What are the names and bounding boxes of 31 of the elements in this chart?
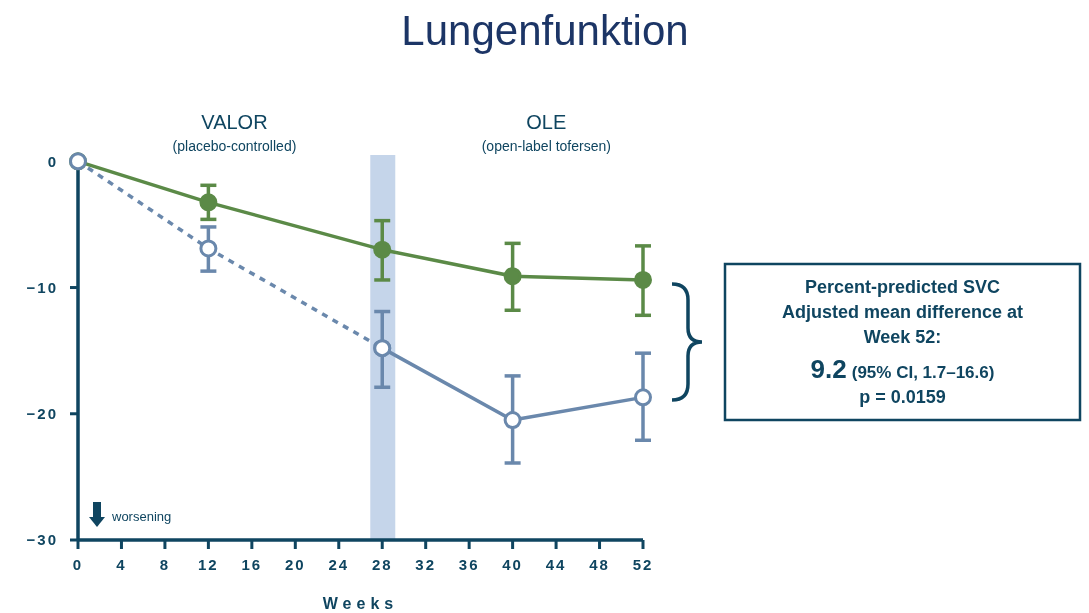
text: (open-label tofersen) xyxy=(481,138,611,154)
x-tick-label: 4 xyxy=(116,556,127,573)
y-tick-label: 0 xyxy=(47,152,58,170)
text: 9.2 xyxy=(810,354,847,384)
x-tick-label: 52 xyxy=(632,556,654,573)
x-tick-label: 32 xyxy=(415,556,437,573)
x-tick-label: 12 xyxy=(198,556,219,573)
text: (placebo-controlled) xyxy=(172,138,297,154)
y-tick-label: −10 xyxy=(26,278,58,296)
x-tick-label: 8 xyxy=(159,556,171,573)
text: p = 0.0159 xyxy=(859,387,946,407)
x-tick-label: 48 xyxy=(589,556,610,573)
x-tick-label: 36 xyxy=(458,556,480,573)
x-tick-label: 16 xyxy=(241,556,263,573)
x-tick-label: 24 xyxy=(328,556,350,573)
text: Percent-predicted SVC xyxy=(804,277,1001,297)
x-tick-label: 20 xyxy=(284,556,306,573)
x-tick-label: 40 xyxy=(502,556,523,573)
text: (95% CI, 1.7–16.6) xyxy=(851,363,995,382)
chart-title: Lungenfunktion xyxy=(401,7,689,54)
text: VALOR xyxy=(201,111,268,133)
x-tick-label: 0 xyxy=(72,556,84,573)
text: Adjusted mean difference at xyxy=(781,302,1024,322)
x-axis-title: Weeks xyxy=(322,595,399,612)
text: OLE xyxy=(526,111,567,133)
y-tick-label: −30 xyxy=(26,531,58,549)
text: Week 52: xyxy=(863,327,942,347)
y-tick-label: −20 xyxy=(26,405,58,423)
x-tick-label: 28 xyxy=(371,556,393,573)
annotation: worsening xyxy=(111,509,172,524)
x-tick-label: 44 xyxy=(545,556,567,573)
